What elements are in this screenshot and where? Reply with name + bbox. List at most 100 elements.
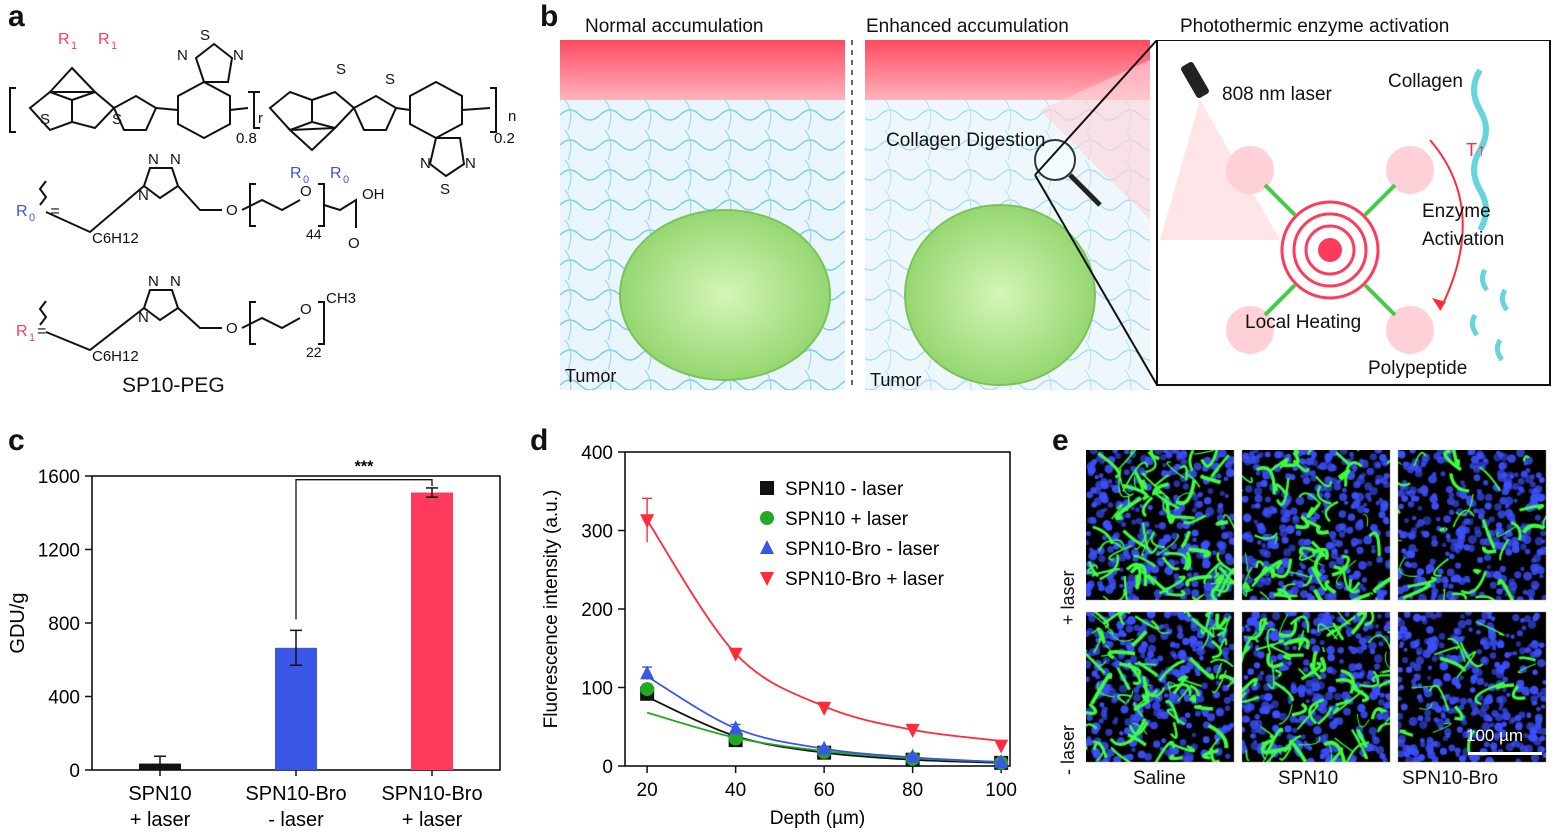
svg-text:N: N	[138, 187, 149, 204]
data-point	[640, 665, 655, 680]
y-tick-label: 300	[581, 522, 613, 543]
svg-text:1: 1	[111, 40, 117, 52]
peg-repeat-44: 44	[306, 226, 322, 242]
bar	[275, 647, 317, 770]
col-label-spn10: SPN10	[1278, 768, 1339, 789]
svg-text:N: N	[138, 309, 149, 326]
x-tick-label: 60	[814, 780, 835, 801]
methyl-ch3: CH3	[326, 290, 357, 307]
svg-text:S: S	[40, 111, 50, 128]
y-tick-label: 1600	[38, 467, 80, 488]
data-point	[728, 731, 743, 746]
illustration-accumulation	[560, 40, 1551, 390]
data-point	[817, 740, 832, 755]
legend-marker	[760, 511, 774, 525]
svg-text:0: 0	[343, 174, 349, 186]
y-tick-label: 0	[602, 757, 613, 778]
data-point	[817, 701, 832, 716]
svg-text:R: R	[98, 31, 110, 48]
laser-label: 808 nm laser	[1222, 84, 1332, 105]
svg-text:O: O	[300, 183, 312, 200]
legend-label: SPN10 + laser	[785, 509, 909, 530]
y-tick-label: 0	[69, 761, 80, 782]
svg-text:O: O	[348, 235, 360, 252]
svg-text:S: S	[112, 111, 122, 128]
hexyl-r1: C6H12	[92, 348, 139, 365]
y-axis-label: GDU/g	[7, 592, 29, 653]
x-tick-label: SPN10-Bro	[381, 783, 482, 805]
legend-label: SPN10 - laser	[785, 479, 904, 500]
x-tick-label: SPN10-Bro	[245, 783, 346, 805]
legend-marker	[760, 572, 774, 586]
subscript-08: 0.8	[236, 130, 257, 147]
y-tick-label: 400	[581, 443, 613, 464]
local-heating-label: Local Heating	[1245, 312, 1362, 333]
svg-text:N: N	[148, 273, 159, 290]
scene-title-normal: Normal accumulation	[585, 16, 764, 37]
svg-text:R: R	[58, 31, 70, 48]
x-tick-label: SPN10	[128, 783, 191, 805]
scale-bar-label: 100 µm	[1466, 726, 1524, 745]
data-point	[640, 514, 655, 529]
hexyl-r0: C6H12	[92, 230, 139, 247]
tumor-label-1: Tumor	[565, 366, 617, 386]
svg-text:N: N	[170, 151, 181, 168]
activation-label: Activation	[1422, 229, 1505, 250]
panel-label-b: b	[540, 0, 559, 33]
bar	[411, 492, 453, 770]
polypeptide-label: Polypeptide	[1368, 358, 1468, 379]
data-point	[905, 748, 920, 763]
bar-chart-gdu: 0 400 800 1200 1600 GDU/g SPN10 + laser SPN10-Br…	[7, 459, 501, 831]
scatter-chart-fluorescence: 0 100 200 300 400 20 40 60 80 100 Depth (µm) Fluore…	[541, 443, 1017, 829]
significance-bracket	[295, 479, 433, 620]
data-point	[728, 720, 743, 735]
x-tick-label: + laser	[130, 809, 191, 831]
svg-text:N: N	[465, 155, 476, 172]
svg-text:R: R	[330, 165, 342, 182]
fit-line	[646, 519, 1002, 742]
y-tick-label: 400	[48, 688, 80, 709]
x-tick-label: 80	[902, 780, 923, 801]
svg-text:S: S	[440, 181, 450, 198]
svg-text:R: R	[16, 323, 28, 340]
subscript-02: 0.2	[494, 130, 515, 147]
svg-text:N: N	[233, 47, 244, 64]
y-axis-label: Fluorescence intensity (a.u.)	[541, 490, 562, 729]
chemical-structure: S S S S S N N S N N N N N O O O N N N O …	[9, 27, 497, 352]
panel-label-a: a	[8, 0, 25, 33]
enzyme-label: Enzyme	[1422, 201, 1491, 222]
svg-text:N: N	[148, 151, 159, 168]
y-tick-label: 100	[581, 679, 613, 700]
y-tick-label: 1200	[38, 541, 80, 562]
legend-marker	[760, 481, 774, 495]
svg-text:O: O	[226, 320, 238, 337]
svg-text:N: N	[177, 47, 188, 64]
svg-text:0: 0	[303, 174, 309, 186]
x-tick-label: 20	[637, 780, 658, 801]
svg-text:S: S	[336, 61, 346, 78]
x-tick-label: 40	[725, 780, 746, 801]
svg-text:S: S	[200, 27, 210, 44]
acid-oh: OH	[362, 186, 385, 203]
scale-bar	[1468, 752, 1542, 755]
subscript-n: n	[508, 108, 517, 125]
microscopy-grid	[1086, 450, 1550, 766]
legend-label: SPN10-Bro - laser	[785, 539, 940, 560]
col-label-saline: Saline	[1133, 768, 1186, 789]
legend-label: SPN10-Bro + laser	[785, 569, 945, 590]
scene-title-photothermic: Photothermic enzyme activation	[1180, 16, 1450, 37]
x-axis-label: Depth (µm)	[770, 808, 865, 829]
row-label-minus-laser: - laser	[1058, 724, 1078, 775]
peg-repeat-22: 22	[306, 344, 322, 360]
svg-text:R: R	[290, 165, 302, 182]
panel-label-d: d	[530, 424, 549, 457]
svg-text:0: 0	[29, 212, 35, 224]
row-label-plus-laser: + laser	[1058, 570, 1078, 625]
x-tick-label: + laser	[402, 809, 463, 831]
data-point	[728, 647, 743, 662]
temperature-up-label: T↑	[1466, 140, 1486, 160]
svg-text:1: 1	[29, 332, 35, 344]
data-point	[905, 723, 920, 738]
panel-label-e: e	[1052, 424, 1069, 457]
svg-text:R: R	[16, 203, 28, 220]
